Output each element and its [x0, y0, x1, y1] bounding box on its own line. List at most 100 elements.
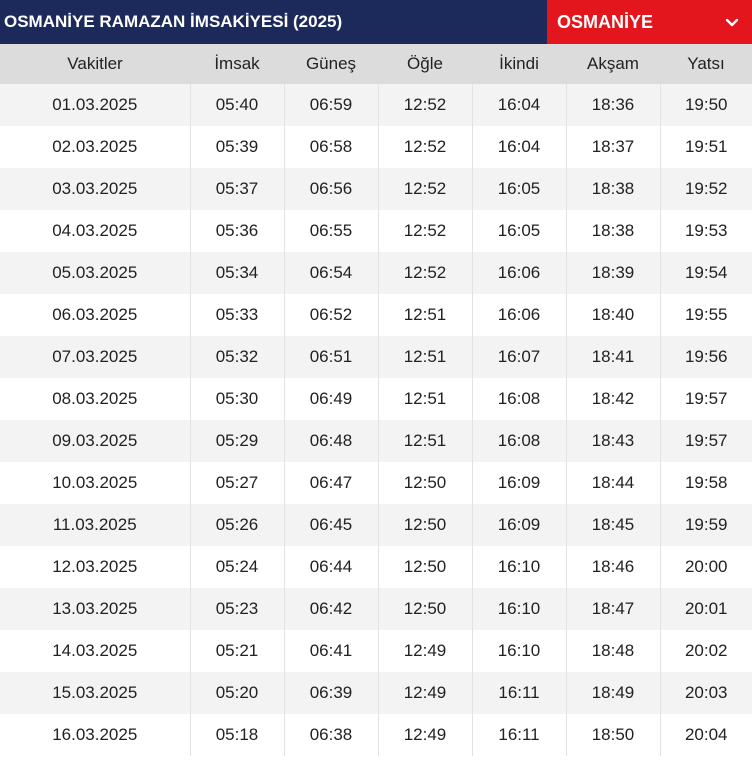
date-cell: 03.03.2025 — [0, 168, 191, 210]
aksam-cell: 18:40 — [566, 294, 661, 336]
imsak-cell: 05:29 — [190, 420, 285, 462]
ikindi-cell: 16:09 — [472, 504, 567, 546]
gunes-cell: 06:51 — [284, 336, 379, 378]
imsak-cell: 05:20 — [190, 672, 285, 714]
gunes-cell: 06:49 — [284, 378, 379, 420]
column-header-gunes: Güneş — [284, 44, 378, 84]
imsak-cell: 05:23 — [190, 588, 285, 630]
table-row: 10.03.2025 05:27 06:47 12:50 16:09 18:44 19:58 — [0, 462, 752, 504]
yatsi-cell: 19:56 — [660, 336, 752, 378]
ikindi-cell: 16:10 — [472, 588, 567, 630]
ogle-cell: 12:50 — [378, 546, 473, 588]
date-cell: 08.03.2025 — [0, 378, 191, 420]
aksam-cell: 18:44 — [566, 462, 661, 504]
aksam-cell: 18:49 — [566, 672, 661, 714]
date-cell: 07.03.2025 — [0, 336, 191, 378]
aksam-cell: 18:38 — [566, 210, 661, 252]
ikindi-cell: 16:08 — [472, 420, 567, 462]
ikindi-cell: 16:10 — [472, 630, 567, 672]
imsak-cell: 05:24 — [190, 546, 285, 588]
ikindi-cell: 16:11 — [472, 672, 567, 714]
city-dropdown[interactable]: OSMANİYE — [547, 0, 752, 44]
table-header-row: Vakitler İmsak Güneş Öğle İkindi Akşam Y… — [0, 44, 752, 84]
table-row: 12.03.2025 05:24 06:44 12:50 16:10 18:46 20:00 — [0, 546, 752, 588]
date-cell: 04.03.2025 — [0, 210, 191, 252]
table-body: 01.03.2025 05:40 06:59 12:52 16:04 18:36 19:50… — [0, 84, 752, 756]
gunes-cell: 06:52 — [284, 294, 379, 336]
date-cell: 05.03.2025 — [0, 252, 191, 294]
ogle-cell: 12:49 — [378, 672, 473, 714]
table-row: 16.03.2025 05:18 06:38 12:49 16:11 18:50 20:04 — [0, 714, 752, 756]
imsak-cell: 05:40 — [190, 84, 285, 126]
table-row: 01.03.2025 05:40 06:59 12:52 16:04 18:36 19:50 — [0, 84, 752, 126]
date-cell: 06.03.2025 — [0, 294, 191, 336]
ikindi-cell: 16:08 — [472, 378, 567, 420]
column-header-ikindi: İkindi — [472, 44, 566, 84]
table-row: 13.03.2025 05:23 06:42 12:50 16:10 18:47 20:01 — [0, 588, 752, 630]
yatsi-cell: 20:00 — [660, 546, 752, 588]
table-row: 03.03.2025 05:37 06:56 12:52 16:05 18:38 19:52 — [0, 168, 752, 210]
gunes-cell: 06:45 — [284, 504, 379, 546]
gunes-cell: 06:58 — [284, 126, 379, 168]
ogle-cell: 12:50 — [378, 588, 473, 630]
chevron-down-icon[interactable] — [724, 14, 740, 30]
date-cell: 01.03.2025 — [0, 84, 191, 126]
column-header-imsak: İmsak — [190, 44, 284, 84]
ikindi-cell: 16:04 — [472, 126, 567, 168]
aksam-cell: 18:41 — [566, 336, 661, 378]
aksam-cell: 18:43 — [566, 420, 661, 462]
imsak-cell: 05:33 — [190, 294, 285, 336]
page-title: OSMANİYE RAMAZAN İMSAKİYESİ (2025) — [0, 0, 547, 44]
aksam-cell: 18:39 — [566, 252, 661, 294]
gunes-cell: 06:47 — [284, 462, 379, 504]
table-row: 11.03.2025 05:26 06:45 12:50 16:09 18:45 19:59 — [0, 504, 752, 546]
ikindi-cell: 16:10 — [472, 546, 567, 588]
ogle-cell: 12:52 — [378, 126, 473, 168]
yatsi-cell: 19:58 — [660, 462, 752, 504]
imsak-cell: 05:32 — [190, 336, 285, 378]
aksam-cell: 18:38 — [566, 168, 661, 210]
date-cell: 14.03.2025 — [0, 630, 191, 672]
table-row: 15.03.2025 05:20 06:39 12:49 16:11 18:49 20:03 — [0, 672, 752, 714]
gunes-cell: 06:42 — [284, 588, 379, 630]
ogle-cell: 12:50 — [378, 504, 473, 546]
column-header-vakitler: Vakitler — [0, 44, 190, 84]
table-row: 05.03.2025 05:34 06:54 12:52 16:06 18:39 19:54 — [0, 252, 752, 294]
gunes-cell: 06:41 — [284, 630, 379, 672]
date-cell: 12.03.2025 — [0, 546, 191, 588]
ikindi-cell: 16:05 — [472, 168, 567, 210]
ogle-cell: 12:49 — [378, 714, 473, 756]
ikindi-cell: 16:06 — [472, 252, 567, 294]
column-header-ogle: Öğle — [378, 44, 472, 84]
ogle-cell: 12:49 — [378, 630, 473, 672]
date-cell: 13.03.2025 — [0, 588, 191, 630]
aksam-cell: 18:45 — [566, 504, 661, 546]
ogle-cell: 12:51 — [378, 378, 473, 420]
aksam-cell: 18:37 — [566, 126, 661, 168]
date-cell: 09.03.2025 — [0, 420, 191, 462]
table-row: 04.03.2025 05:36 06:55 12:52 16:05 18:38 19:53 — [0, 210, 752, 252]
yatsi-cell: 19:51 — [660, 126, 752, 168]
ogle-cell: 12:51 — [378, 336, 473, 378]
yatsi-cell: 19:57 — [660, 420, 752, 462]
ogle-cell: 12:50 — [378, 462, 473, 504]
ikindi-cell: 16:06 — [472, 294, 567, 336]
imsak-cell: 05:39 — [190, 126, 285, 168]
yatsi-cell: 20:03 — [660, 672, 752, 714]
ikindi-cell: 16:07 — [472, 336, 567, 378]
table-row: 14.03.2025 05:21 06:41 12:49 16:10 18:48 20:02 — [0, 630, 752, 672]
gunes-cell: 06:55 — [284, 210, 379, 252]
ogle-cell: 12:52 — [378, 84, 473, 126]
ogle-cell: 12:52 — [378, 168, 473, 210]
imsak-cell: 05:18 — [190, 714, 285, 756]
yatsi-cell: 19:57 — [660, 378, 752, 420]
gunes-cell: 06:59 — [284, 84, 379, 126]
ikindi-cell: 16:09 — [472, 462, 567, 504]
imsak-cell: 05:34 — [190, 252, 285, 294]
gunes-cell: 06:56 — [284, 168, 379, 210]
aksam-cell: 18:47 — [566, 588, 661, 630]
table-row: 07.03.2025 05:32 06:51 12:51 16:07 18:41 19:56 — [0, 336, 752, 378]
aksam-cell: 18:48 — [566, 630, 661, 672]
gunes-cell: 06:39 — [284, 672, 379, 714]
